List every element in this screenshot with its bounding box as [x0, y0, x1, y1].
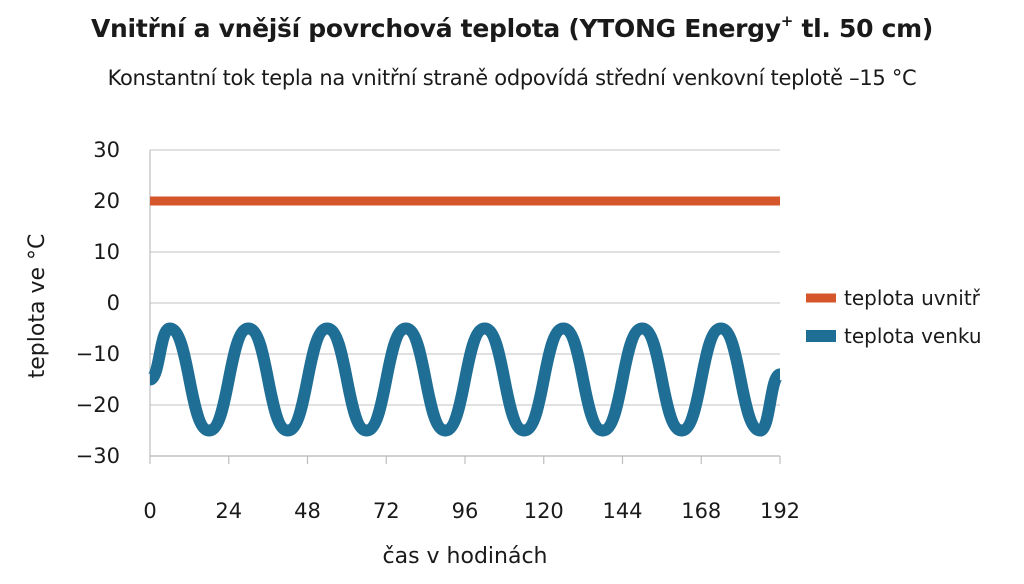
chart-title: Vnitřní a vnější povrchová teplota (YTON… — [91, 12, 933, 43]
chart-subtitle: Konstantní tok tepla na vnitřní straně o… — [107, 66, 917, 90]
legend: teplota uvnitř teplota venku — [806, 286, 982, 348]
series-group — [146, 196, 784, 437]
x-tick-labels: 0 24 48 72 96 120 144 168 192 — [143, 499, 800, 523]
x-axis-label: čas v hodinách — [383, 544, 548, 569]
y-tick-label: −30 — [76, 444, 120, 468]
y-axis-label: teplota ve °C — [25, 234, 50, 379]
y-tick-label: −10 — [76, 342, 120, 366]
x-tick-label: 120 — [524, 499, 564, 523]
grid-lines — [150, 149, 780, 457]
x-tick-label: 48 — [294, 499, 321, 523]
y-tick-labels: 30 20 10 0 −10 −20 −30 — [76, 138, 120, 468]
legend-label: teplota uvnitř — [844, 286, 981, 310]
y-tick-label: 0 — [107, 291, 120, 315]
y-tick-label: −20 — [76, 393, 120, 417]
x-tick-label: 168 — [681, 499, 721, 523]
legend-label: teplota venku — [844, 324, 982, 348]
series-line-2 — [146, 322, 784, 437]
y-tick-label: 30 — [93, 138, 120, 162]
x-tick-label: 72 — [373, 499, 400, 523]
y-tick-label: 10 — [93, 240, 120, 264]
x-tick-label: 0 — [143, 499, 156, 523]
x-tick-label: 24 — [215, 499, 242, 523]
x-tick-label: 192 — [760, 499, 800, 523]
y-tick-label: 20 — [93, 189, 120, 213]
x-tick-label: 96 — [452, 499, 479, 523]
x-tick-label: 144 — [602, 499, 642, 523]
